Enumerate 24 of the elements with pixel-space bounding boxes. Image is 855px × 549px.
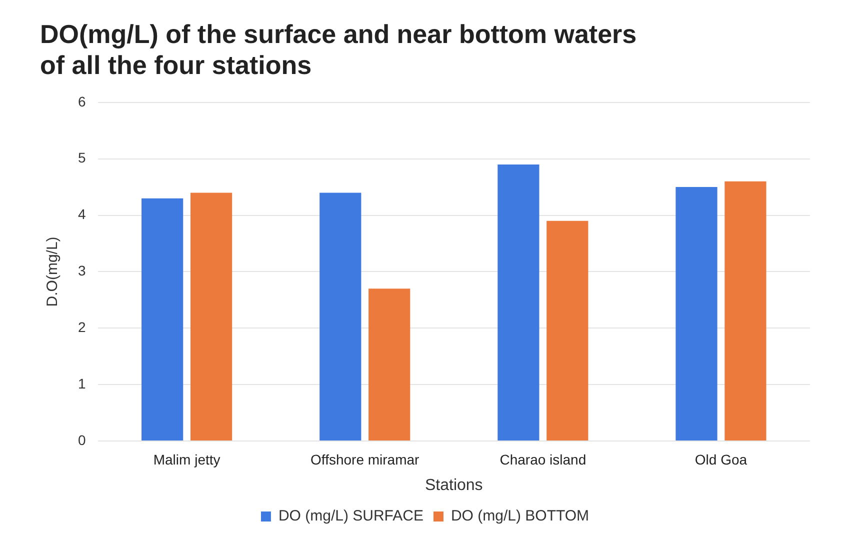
x-axis-title: Stations [424, 476, 483, 494]
legend-label: DO (mg/L) SURFACE [278, 508, 424, 525]
bar [190, 192, 232, 440]
y-tick-label: 3 [78, 262, 86, 279]
y-axis-title: D.O(mg/L) [44, 236, 62, 307]
x-tick-label: Malim jetty [153, 451, 220, 468]
bar [368, 288, 410, 440]
y-tick-label: 5 [78, 150, 86, 166]
x-tick-label: Charao island [500, 451, 586, 468]
y-tick-label: 4 [78, 206, 86, 222]
legend-label: DO (mg/L) BOTTOM [450, 508, 590, 525]
bar [724, 181, 766, 440]
bar [546, 220, 588, 440]
bar [498, 164, 540, 440]
y-tick-label: 1 [78, 375, 86, 392]
y-tick-label: 2 [78, 318, 86, 335]
x-tick-label: Old Goa [694, 451, 748, 468]
chart-title: DO(mg/L) of the surface and near bottom waters of all the four stations [40, 18, 637, 80]
bar [320, 192, 362, 440]
x-tick-label: Offshore miramar [310, 451, 420, 468]
bar [142, 198, 184, 440]
y-tick-label: 0 [78, 432, 86, 448]
y-tick-label: 6 [78, 93, 86, 110]
bar [676, 187, 718, 440]
